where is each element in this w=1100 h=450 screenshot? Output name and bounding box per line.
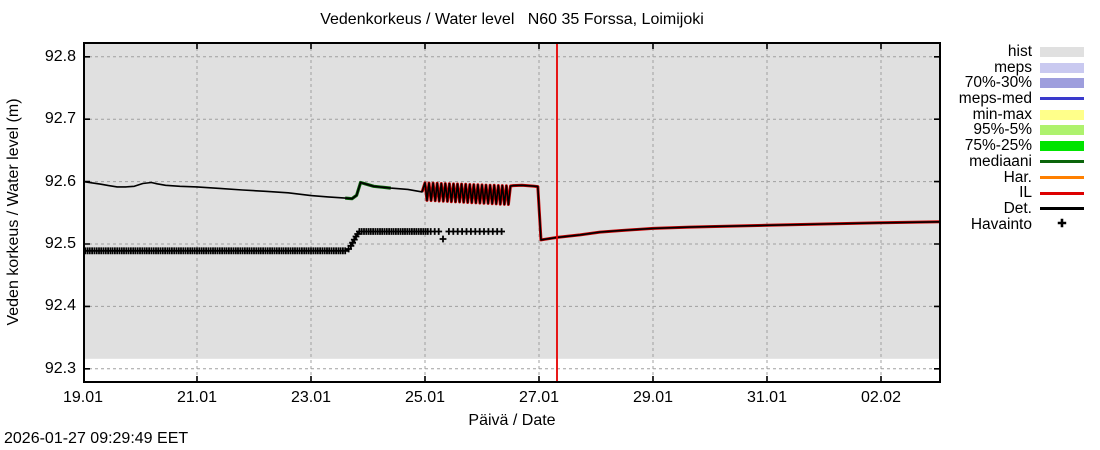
- x-tick-label: 31.01: [746, 389, 787, 406]
- legend-swatch-band: [1040, 78, 1084, 89]
- y-tick-label: 92.3: [44, 359, 76, 377]
- line-swatch: [1040, 97, 1084, 101]
- hist-band: [83, 42, 941, 359]
- legend-label: 95%-5%: [973, 121, 1032, 139]
- legend-label: meps: [994, 58, 1032, 76]
- legend-row-meps-med: meps-med: [937, 91, 1097, 107]
- legend-row-havainto: Havainto ✚: [937, 215, 1097, 233]
- line-swatch: [1040, 175, 1084, 179]
- x-tick-label: 21.01: [176, 389, 217, 406]
- legend-label: hist: [1007, 43, 1032, 60]
- legend-swatch-line: [1040, 160, 1084, 164]
- band-swatch: [1040, 109, 1084, 120]
- y-tick-label: 92.4: [44, 297, 76, 315]
- legend-row-meps: meps: [937, 58, 1097, 76]
- legend-swatch-line: [1040, 97, 1084, 101]
- x-axis-title: Päivä / Date: [468, 412, 556, 429]
- x-tick-label: 27.01: [518, 389, 559, 406]
- legend-row-95-5-: 95%-5%: [937, 122, 1097, 138]
- band-swatch: [1040, 140, 1084, 151]
- x-tick-label: 29.01: [632, 389, 673, 406]
- legend-swatch-line: [1040, 191, 1084, 195]
- legend-swatch-band: [1040, 140, 1084, 151]
- legend-label: 70%-30%: [964, 74, 1032, 92]
- plus-marker-icon: ✚: [1057, 217, 1067, 230]
- y-tick-label: 92.8: [44, 47, 76, 65]
- legend-label: Har.: [1003, 168, 1032, 186]
- legend-row-hist: hist: [937, 44, 1097, 60]
- x-tick-label: 23.01: [290, 389, 331, 406]
- legend-swatch-marker: ✚: [1040, 217, 1084, 230]
- band-swatch: [1040, 46, 1084, 57]
- legend-row-70-30-: 70%-30%: [937, 75, 1097, 91]
- x-tick-label: 25.01: [404, 389, 445, 406]
- det-line: [83, 180, 941, 241]
- y-tick-label: 92.7: [44, 110, 76, 128]
- legend-row-min-max: min-max: [937, 107, 1097, 123]
- band-swatch: [1040, 78, 1084, 89]
- axis-ticks: [83, 42, 941, 383]
- legend-label: meps-med: [958, 90, 1032, 108]
- legend-row-il: IL: [937, 185, 1097, 201]
- legend: hist meps 70%-30% meps-med min-max 95%-5% 75%-…: [937, 44, 1097, 232]
- legend-label: mediaani: [969, 152, 1032, 170]
- legend-row-75-25-: 75%-25%: [937, 138, 1097, 154]
- y-axis-title: Veden korkeus / Water level (m): [5, 98, 22, 326]
- legend-label: Det.: [1003, 199, 1032, 217]
- band-swatch: [1040, 125, 1084, 136]
- y-tick-label: 92.5: [44, 234, 76, 252]
- x-tick-label: 02.02: [860, 389, 901, 406]
- observation-markers: [83, 228, 505, 255]
- legend-row-har-: Har.: [937, 168, 1097, 186]
- legend-row-det-: Det.: [937, 201, 1097, 217]
- render-timestamp: 2026-01-27 09:29:49 EET: [4, 430, 189, 447]
- line-swatch: [1040, 207, 1084, 211]
- legend-label: min-max: [972, 105, 1032, 123]
- legend-swatch-line: [1040, 175, 1084, 179]
- legend-swatch-line: [1040, 207, 1084, 211]
- legend-swatch-band: [1040, 46, 1084, 57]
- chart-title: Vedenkorkeus / Water level N60 35 Forssa…: [320, 11, 704, 28]
- legend-swatch-band: [1040, 109, 1084, 120]
- line-swatch: [1040, 191, 1084, 195]
- legend-label: IL: [1019, 184, 1032, 202]
- line-swatch: [1040, 160, 1084, 164]
- legend-label: 75%-25%: [964, 137, 1032, 155]
- legend-row-mediaani: mediaani: [937, 154, 1097, 170]
- band-swatch: [1040, 62, 1084, 73]
- legend-swatch-band: [1040, 62, 1084, 73]
- legend-label: Havainto: [970, 215, 1032, 233]
- y-tick-label: 92.6: [44, 172, 76, 190]
- plot-border: [83, 42, 941, 383]
- x-tick-label: 19.01: [62, 389, 104, 406]
- legend-swatch-band: [1040, 125, 1084, 136]
- plot-area: [83, 42, 941, 383]
- gridlines: [83, 42, 941, 383]
